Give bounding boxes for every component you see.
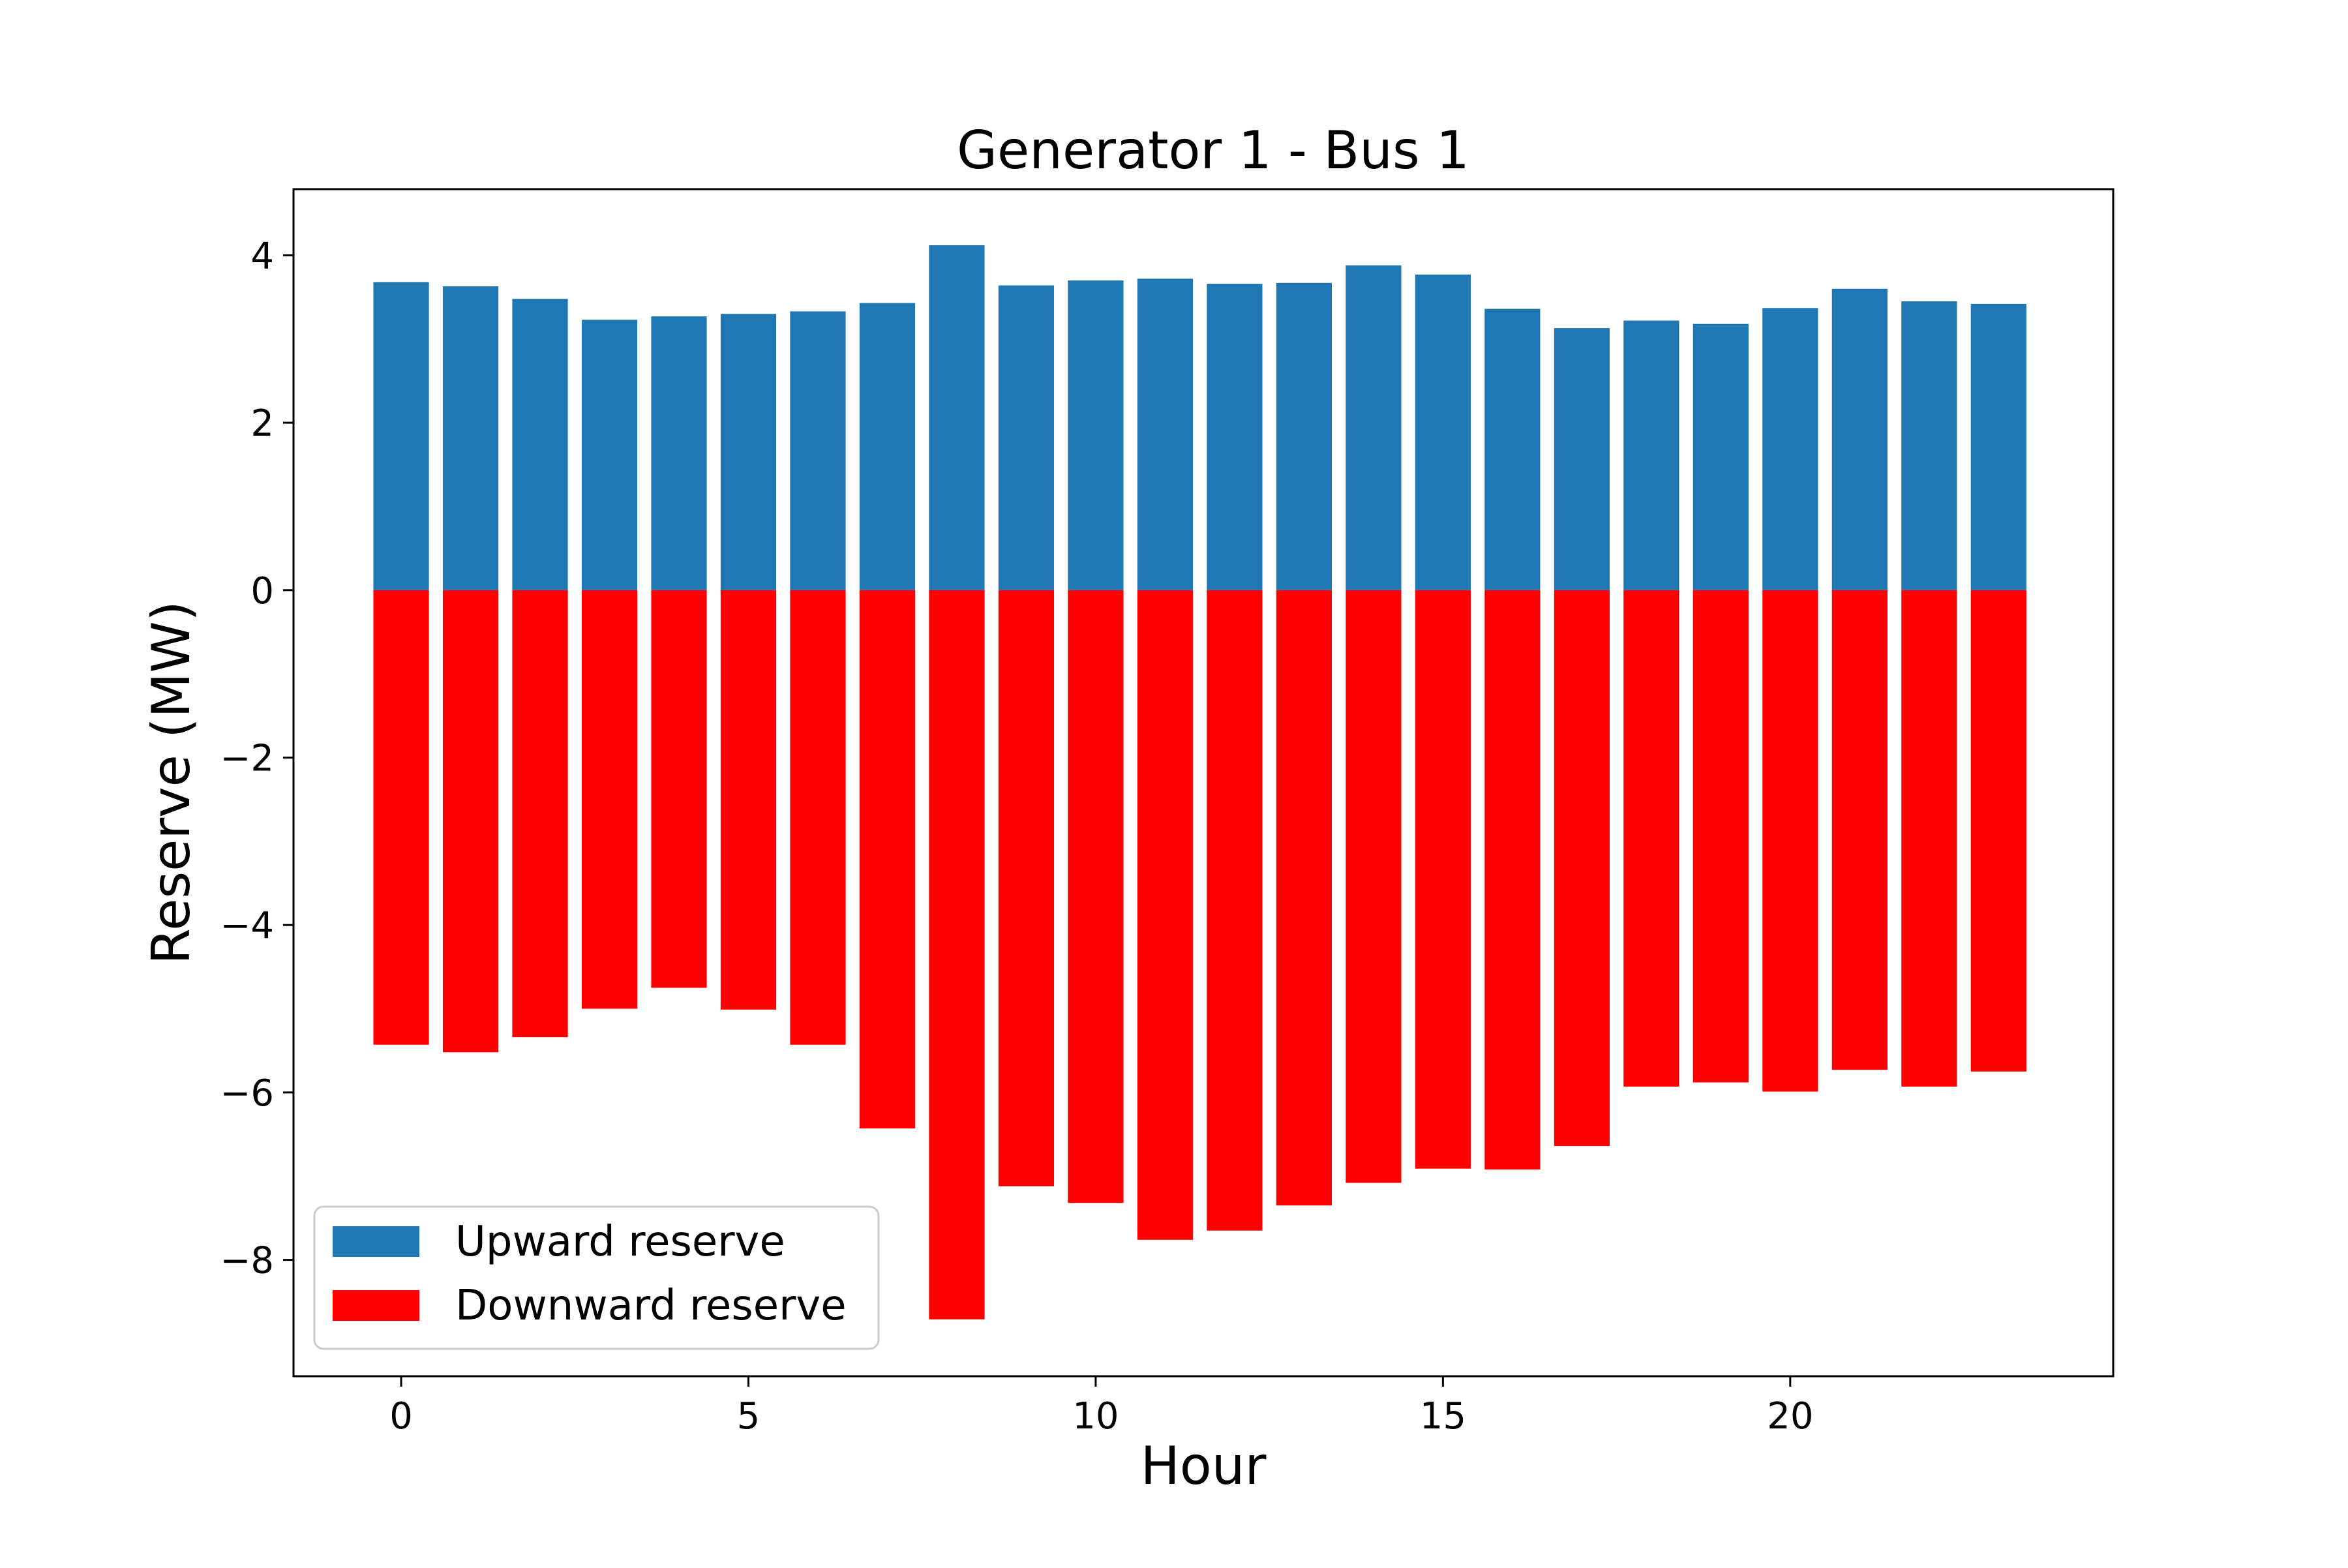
upward-reserve-bar-1 [442,286,499,590]
x-tick-label-20: 20 [1767,1395,1813,1438]
x-tick-label-5: 5 [737,1395,760,1438]
downward-reserve-bar-17 [1554,590,1610,1147]
upward-reserve-bar-5 [720,314,777,590]
downward-reserve-bar-2 [512,590,568,1038]
downward-reserve-bar-23 [1970,590,2026,1072]
x-tick-label-15: 15 [1420,1395,1466,1438]
upward-reserve-bar-2 [512,299,568,590]
upward-reserve-bar-7 [859,303,916,590]
legend-swatch-upward [333,1226,419,1257]
y-axis-ticks: 4 2 0 −2 −4 −6 −8 [220,235,294,1282]
downward-reserve-bar-5 [720,590,777,1010]
upward-reserve-bar-4 [651,316,707,590]
downward-reserve-bar-4 [651,590,707,988]
legend-label-downward: Downward reserve [455,1282,847,1330]
upward-reserve-bar-20 [1762,308,1818,590]
upward-reserve-bar-23 [1970,303,2026,590]
downward-reserve-bar-14 [1346,590,1402,1183]
upward-reserve-bar-21 [1831,288,1888,590]
y-tick-label-4: 4 [250,235,274,277]
y-axis-label: Reserve (MW) [141,601,202,965]
upward-reserve-bar-10 [1068,280,1124,590]
downward-reserve-bar-6 [790,590,846,1045]
upward-reserve-bar-8 [929,245,985,590]
y-tick-label-0: 0 [250,570,274,612]
upward-reserve-bar-17 [1554,328,1610,590]
downward-reserve-bar-9 [998,590,1055,1186]
upward-reserve-bar-0 [373,282,429,590]
downward-reserve-bar-19 [1693,590,1749,1083]
upward-reserve-bar-9 [998,285,1055,590]
upward-reserve-bar-16 [1484,309,1541,590]
y-tick-label--8: −8 [220,1240,274,1282]
downward-reserve-bar-3 [581,590,638,1009]
y-tick-label--6: −6 [220,1072,274,1115]
upward-reserve-bar-12 [1207,284,1263,590]
downward-reserve-bar-15 [1415,590,1471,1169]
downward-reserve-bar-21 [1831,590,1888,1070]
downward-reserve-bar-12 [1207,590,1263,1231]
y-tick-label--2: −2 [220,737,274,779]
x-tick-label-0: 0 [389,1395,413,1438]
upward-reserve-bar-19 [1693,324,1749,590]
downward-reserve-bar-16 [1484,590,1541,1169]
downward-reserve-bar-13 [1276,590,1332,1206]
upward-reserve-bar-22 [1901,301,1957,590]
legend-box [313,1205,880,1350]
upward-reserve-bar-18 [1623,320,1679,590]
downward-reserve-bar-1 [442,590,499,1053]
plot-frame [292,188,2115,1378]
chart-title: Generator 1 - Bus 1 [957,120,1469,181]
legend-swatch-downward [333,1290,419,1321]
bars-layer [373,245,2026,1319]
legend: Upward reserve Downward reserve [313,1205,880,1350]
upward-reserve-bar-3 [581,320,638,590]
upward-reserve-bar-11 [1137,279,1194,590]
downward-reserve-bar-8 [929,590,985,1319]
legend-label-upward: Upward reserve [455,1218,785,1266]
x-axis-label: Hour [1141,1436,1267,1496]
upward-reserve-bar-15 [1415,274,1471,590]
downward-reserve-bar-10 [1068,590,1124,1203]
downward-reserve-bar-0 [373,590,429,1045]
y-tick-label-2: 2 [250,402,274,445]
downward-reserve-bar-20 [1762,590,1818,1092]
x-tick-label-10: 10 [1072,1395,1119,1438]
upward-reserve-bar-13 [1276,282,1332,590]
upward-reserve-bar-6 [790,311,846,590]
downward-reserve-bar-11 [1137,590,1194,1240]
downward-reserve-bar-18 [1623,590,1679,1087]
downward-reserve-bar-7 [859,590,916,1129]
y-tick-label--4: −4 [220,905,274,947]
x-axis-ticks: 0 5 10 15 20 [389,1376,1813,1438]
downward-reserve-bar-22 [1901,590,1957,1087]
upward-reserve-bar-14 [1346,265,1402,590]
